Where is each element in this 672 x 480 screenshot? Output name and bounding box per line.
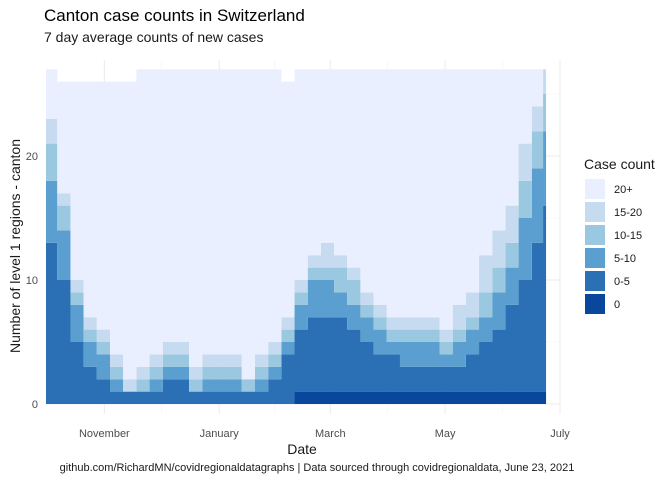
y-tick-label: 10 [26,275,38,287]
legend-label: 20+ [614,184,633,196]
legend: Case count 20+ 15-20 10-15 5-10 0-5 0 [584,156,655,314]
x-tick-label: May [435,428,456,440]
x-axis-ticks: November January March May July [79,428,570,440]
legend-label: 10-15 [614,230,642,242]
area-series-5-10 [46,131,547,392]
legend-swatch [585,225,605,245]
x-tick-label: July [550,428,570,440]
y-tick-label: 20 [26,151,38,163]
legend-swatch [585,248,605,268]
y-axis-ticks: 0 10 20 [26,151,38,411]
chart-subtitle: 7 day average counts of new cases [44,29,263,45]
chart-title: Canton case counts in Switzerland [44,6,305,25]
legend-label: 0 [614,299,620,311]
y-tick-label: 0 [32,399,38,411]
stacked-areas [46,69,547,404]
legend-swatch [585,179,605,199]
area-series-20plus [46,69,547,380]
x-tick-label: November [79,428,130,440]
legend-label: 0-5 [614,276,630,288]
y-axis-title: Number of level 1 regions - canton [7,139,23,353]
x-tick-label: March [315,428,346,440]
legend-swatch [585,294,605,314]
legend-title: Case count [584,156,655,172]
legend-swatch [585,202,605,222]
legend-swatch [585,271,605,291]
area-series-0 [46,391,547,404]
x-axis-title: Date [287,441,317,457]
legend-label: 15-20 [614,207,642,219]
area-series-0-5 [46,205,547,404]
chart-caption: github.com/RichardMN/covidregionaldatagr… [60,462,575,474]
x-tick-label: January [200,428,240,440]
legend-label: 5-10 [614,253,636,265]
